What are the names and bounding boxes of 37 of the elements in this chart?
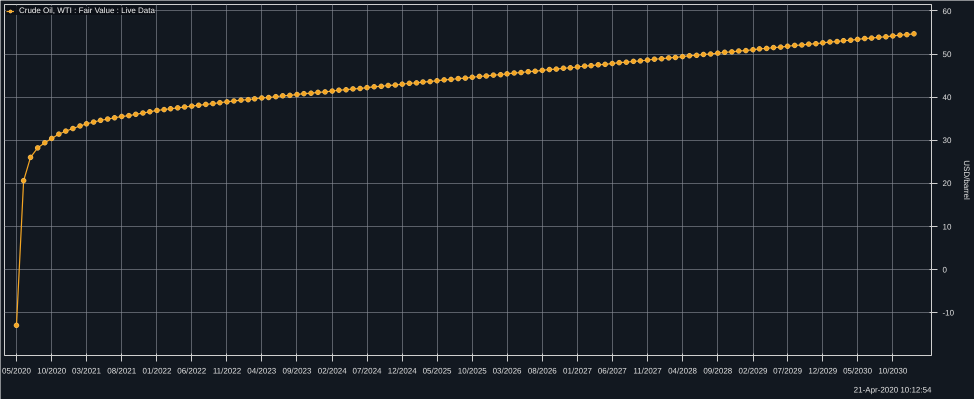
y-tick-label: 10 xyxy=(942,222,952,232)
x-tick-label: 01/2022 xyxy=(142,366,172,376)
x-tick-label: 11/2022 xyxy=(212,366,242,376)
x-tick-label: 12/2029 xyxy=(808,366,838,376)
x-tick-label: 05/2025 xyxy=(422,366,452,376)
y-tick-label: 30 xyxy=(942,136,952,146)
x-tick-label: 07/2029 xyxy=(773,366,803,376)
y-tick-label: 0 xyxy=(942,265,948,274)
y-tick-label: 40 xyxy=(942,93,952,102)
x-tick-label: 05/2030 xyxy=(843,366,873,376)
x-tick-label: 02/2024 xyxy=(318,366,348,376)
y-tick-label: 50 xyxy=(942,50,952,60)
x-tick-label: 08/2021 xyxy=(107,366,137,376)
x-tick-label: 04/2028 xyxy=(668,366,698,376)
x-tick-label: 10/2020 xyxy=(37,366,67,376)
x-tick-label: 06/2027 xyxy=(598,366,628,376)
x-tick-label: 01/2027 xyxy=(563,366,593,376)
y-tick-label: 60 xyxy=(942,6,952,16)
x-tick-label: 09/2028 xyxy=(703,366,733,376)
y-axis-title: USD/barrel xyxy=(962,160,972,200)
x-tick-label: 10/2030 xyxy=(878,366,908,376)
x-tick-label: 10/2025 xyxy=(458,366,488,376)
legend-label: Crude Oil, WTI : Fair Value : Live Data xyxy=(19,6,155,15)
x-tick-label: 03/2021 xyxy=(72,366,102,376)
y-tick-label: 20 xyxy=(942,179,952,188)
x-tick-label: 11/2027 xyxy=(633,366,662,376)
x-tick-label: 03/2026 xyxy=(492,366,522,376)
x-tick-label: 07/2024 xyxy=(352,366,382,376)
text: 21-Apr-2020 10:12:54 xyxy=(854,386,932,394)
y-tick-label: -10 xyxy=(942,308,955,318)
x-tick-label: 06/2022 xyxy=(177,366,207,376)
x-tick-label: 09/2023 xyxy=(282,366,312,376)
x-tick-label: 05/2020 xyxy=(2,366,32,376)
x-tick-label: 04/2023 xyxy=(247,366,277,376)
x-tick-label: 12/2024 xyxy=(388,366,418,376)
x-tick-label: 08/2026 xyxy=(528,366,558,376)
x-tick-label: 02/2029 xyxy=(738,366,768,376)
